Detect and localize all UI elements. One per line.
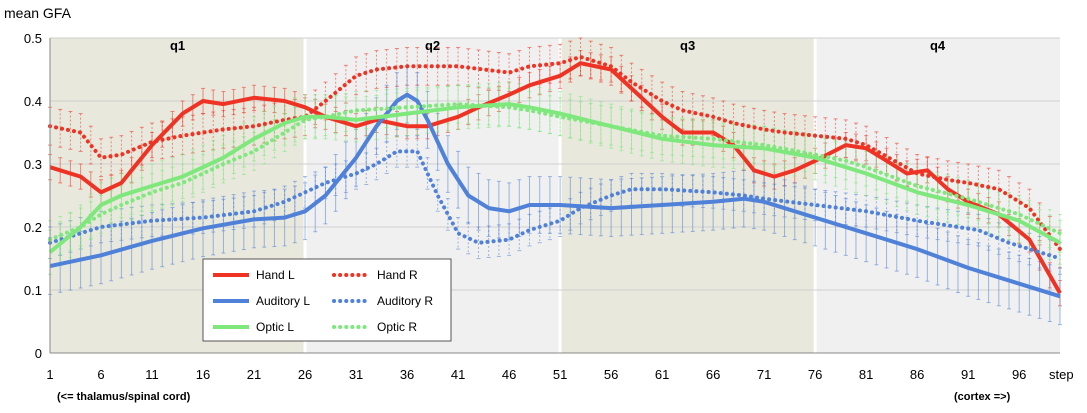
y-axis-label: mean GFA <box>4 5 72 21</box>
x-tick-label: 1 <box>46 367 53 382</box>
x-axis-label: step <box>1049 367 1074 382</box>
x-tick-label: 36 <box>400 367 414 382</box>
x-tick-label: 51 <box>553 367 567 382</box>
quartile-band-q3 <box>560 38 816 353</box>
quartile-label-q4: q4 <box>930 38 946 53</box>
x-tick-labels: 1 6 11 16 21 26 31 36 41 46 51 56 61 66 71 76 81 86 91 96 <box>46 367 1026 382</box>
x-tick-label: 46 <box>502 367 516 382</box>
x-tick-label: 76 <box>808 367 822 382</box>
legend-label: Optic L <box>256 320 294 334</box>
x-tick-label: 96 <box>1012 367 1026 382</box>
y-tick-label: 0.5 <box>24 31 42 46</box>
series-line-optic-r <box>48 102 1062 242</box>
quartile-bands <box>50 38 1060 353</box>
y-tick-label: 0 <box>35 346 42 361</box>
x-tick-label: 16 <box>196 367 210 382</box>
x-tick-label: 71 <box>757 367 771 382</box>
axes <box>49 38 1060 354</box>
legend-label: Hand R <box>377 268 418 282</box>
x-tick-label: 86 <box>910 367 924 382</box>
x-tick-label: 21 <box>247 367 261 382</box>
x-tick-label: 41 <box>451 367 465 382</box>
series-line-auditory-l <box>49 92 1061 299</box>
series-line-optic-l <box>48 102 1061 254</box>
series-line-hand-r <box>48 54 1062 252</box>
x-tick-label: 91 <box>961 367 975 382</box>
legend-label: Hand L <box>256 268 295 282</box>
legend-label: Auditory R <box>377 294 433 308</box>
legend: Hand L Hand R Auditory L Auditory R Optic L O… <box>202 258 452 342</box>
x-tick-label: 56 <box>604 367 618 382</box>
y-tick-label: 0.2 <box>24 220 42 235</box>
right-note: (cortex =>) <box>954 391 1011 403</box>
quartile-labels: q1 q2 q3 q4 <box>170 38 946 53</box>
left-note: (<= thalamus/spinal cord) <box>57 391 191 403</box>
x-tick-label: 6 <box>97 367 104 382</box>
x-tick-label: 31 <box>349 367 363 382</box>
quartile-label-q1: q1 <box>170 38 185 53</box>
x-tick-label: 81 <box>859 367 873 382</box>
quartile-label-q2: q2 <box>425 38 440 53</box>
y-tick-labels: 0 0.1 0.2 0.3 0.4 0.5 <box>24 31 42 361</box>
x-tick-label: 11 <box>145 367 159 382</box>
y-tick-label: 0.4 <box>24 94 42 109</box>
x-tick-label: 66 <box>706 367 720 382</box>
quartile-label-q3: q3 <box>680 38 695 53</box>
series-lines <box>48 54 1062 299</box>
legend-label: Optic R <box>377 320 417 334</box>
series-line-hand-l <box>49 61 1062 295</box>
y-tick-label: 0.1 <box>24 283 42 298</box>
legend-label: Auditory L <box>256 294 310 308</box>
series-line-auditory-r <box>48 149 1062 261</box>
x-tick-label: 61 <box>655 367 669 382</box>
x-tick-label: 26 <box>298 367 312 382</box>
y-tick-label: 0.3 <box>24 157 42 172</box>
